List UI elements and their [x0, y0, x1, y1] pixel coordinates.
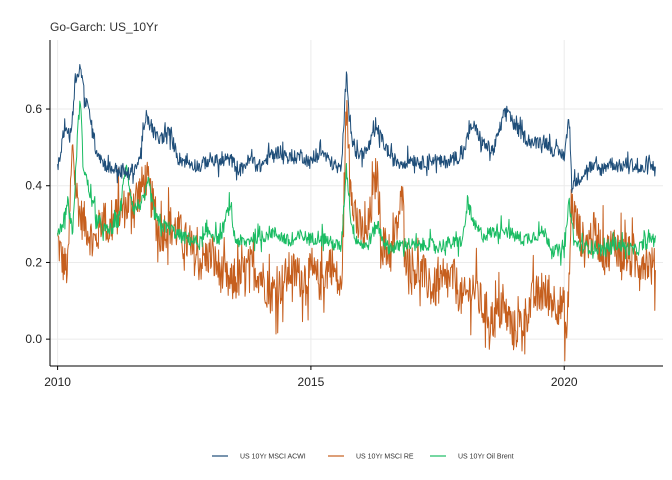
- x-tick-label-2: 2020: [551, 375, 578, 389]
- y-tick-label-1: 0.2: [25, 255, 42, 269]
- x-tick-label-1: 2015: [298, 375, 325, 389]
- series-lines: [57, 64, 656, 362]
- series-line-US_10Yr_Oil_Brent: [57, 100, 656, 266]
- legend-label-1: US 10Yr MSCI RE: [356, 454, 414, 461]
- x-tick-label-0: 2010: [44, 375, 71, 389]
- legend: US 10Yr MSCI ACWI US 10Yr MSCI RE US 10Yr …: [212, 454, 514, 461]
- series-line-US_10Yr_MSCI_RE: [57, 100, 656, 362]
- axes: 0.0 0.2 0.4 0.6 2010 2015 2020: [25, 40, 663, 389]
- y-tick-label-3: 0.6: [25, 102, 42, 116]
- legend-label-0: US 10Yr MSCI ACWI: [240, 454, 306, 461]
- y-tick-label-0: 0.0: [25, 332, 42, 346]
- chart-title: Go-Garch: US_10Yr: [50, 20, 158, 34]
- series-line-US_10Yr_MSCI_ACWI: [57, 64, 656, 193]
- legend-label-2: US 10Yr Oil Brent: [458, 454, 514, 461]
- y-tick-label-2: 0.4: [25, 179, 42, 193]
